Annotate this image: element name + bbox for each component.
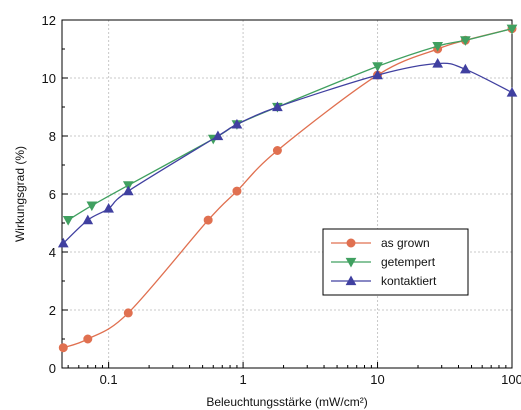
data-point (432, 42, 444, 52)
series-line-kontaktiert (62, 62, 513, 244)
legend-label: getempert (381, 255, 436, 269)
y-tick-label: 12 (42, 13, 56, 28)
y-tick-label: 0 (49, 361, 56, 376)
y-tick-label: 6 (49, 187, 56, 202)
data-point (506, 86, 518, 97)
data-point (272, 146, 282, 155)
data-point (57, 237, 69, 248)
legend-marker (345, 257, 357, 268)
data-point (203, 215, 213, 225)
data-point (272, 101, 283, 112)
data-point (232, 186, 242, 196)
legend-label: as grown (381, 236, 430, 250)
series (57, 24, 518, 353)
data-point (372, 62, 383, 72)
data-point (460, 63, 471, 74)
x-tick-label: 0.1 (100, 372, 118, 387)
data-point (212, 130, 224, 141)
ticks: 0.1 1 10 100 0 2 4 6 8 10 12 (42, 13, 521, 387)
legend-marker (345, 275, 357, 286)
data-point (123, 308, 133, 318)
data-point (460, 36, 471, 46)
data-point (122, 185, 134, 196)
data-point (83, 334, 93, 344)
data-point (372, 69, 383, 80)
data-point (86, 201, 98, 212)
data-point (58, 343, 68, 353)
series-line-getempert (67, 28, 513, 221)
x-tick-label: 1 (239, 372, 246, 387)
legend-label: kontaktiert (381, 274, 437, 288)
legend-marker (346, 238, 356, 248)
x-axis-label: Beleuchtungsstärke (mW/cm²) (206, 395, 367, 409)
data-point (432, 57, 444, 68)
x-tick-label: 10 (370, 372, 384, 387)
y-tick-label: 8 (49, 129, 56, 144)
x-tick-label: 100 (501, 372, 521, 387)
series-line-as-grown (63, 28, 513, 349)
y-tick-label: 10 (42, 71, 56, 86)
y-axis-label: Wirkungsgrad (%) (13, 146, 27, 242)
y-tick-label: 4 (49, 245, 56, 260)
data-point (231, 118, 243, 129)
data-point (103, 202, 114, 213)
legend: as grown getempert kontaktiert (322, 228, 469, 296)
y-tick-label: 2 (49, 303, 56, 318)
data-point (62, 216, 74, 226)
data-point (82, 214, 94, 225)
data-point (506, 24, 518, 35)
